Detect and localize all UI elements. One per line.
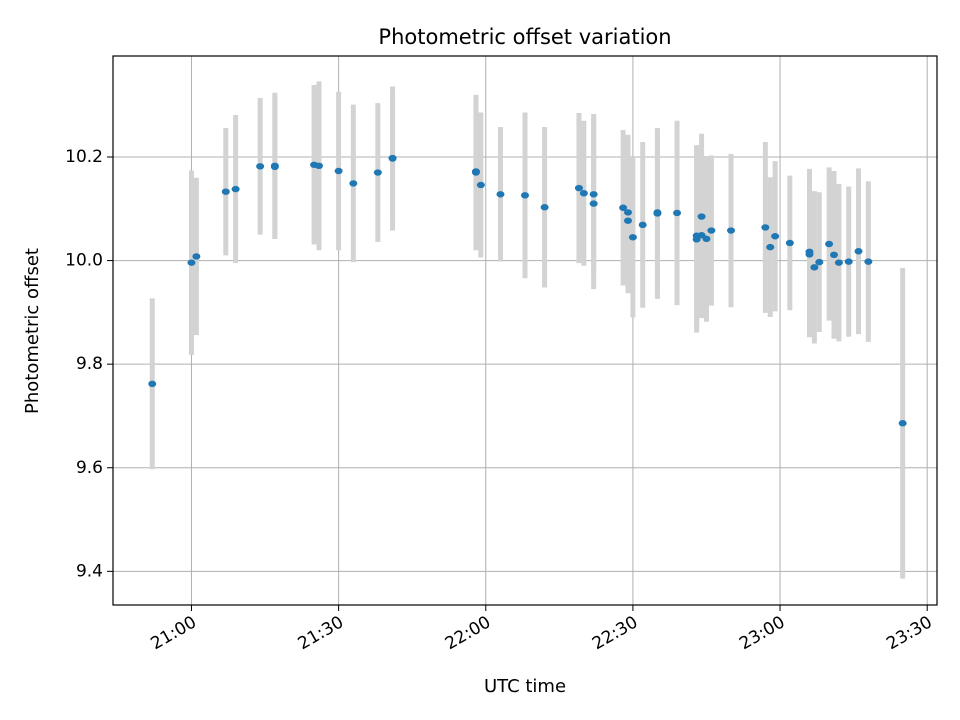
y-tick-label: 9.4 — [76, 561, 103, 581]
data-point — [574, 184, 583, 192]
data-point — [619, 204, 628, 211]
data-point — [589, 191, 598, 198]
data-point — [256, 163, 265, 170]
data-point — [192, 253, 201, 260]
data-point — [148, 380, 157, 388]
data-point — [707, 227, 716, 234]
data-point — [761, 224, 770, 231]
y-tick-label: 9.8 — [76, 354, 103, 374]
data-point — [624, 217, 632, 224]
error-bars — [149, 81, 906, 579]
y-axis-label: Photometric offset — [22, 248, 43, 414]
data-point — [815, 258, 824, 266]
data-point — [673, 209, 682, 217]
data-point — [727, 227, 735, 234]
data-point — [898, 420, 907, 427]
data-point — [834, 259, 843, 266]
data-point — [221, 188, 230, 195]
data-point — [854, 248, 863, 255]
data-points — [148, 154, 907, 427]
x-tick-label: 22:30 — [589, 612, 641, 654]
data-point — [270, 162, 279, 169]
data-point — [864, 258, 873, 265]
data-point — [334, 167, 343, 175]
data-point — [373, 169, 382, 176]
y-tick-label: 10.2 — [65, 147, 103, 167]
data-point — [315, 162, 323, 169]
y-tick-label: 9.6 — [76, 458, 103, 478]
y-tick-label: 10.0 — [65, 251, 103, 271]
x-tick-label: 23:30 — [883, 612, 935, 654]
data-point — [521, 192, 529, 199]
x-axis-ticks: 21:00 21:30 22:00 22:30 23:00 23:30 — [148, 605, 936, 654]
data-point — [697, 213, 706, 220]
plot-frame — [112, 55, 938, 606]
data-point — [231, 185, 240, 193]
data-point — [187, 259, 196, 266]
data-point — [349, 180, 358, 187]
data-point — [496, 191, 505, 198]
data-point — [638, 221, 647, 229]
data-point — [653, 209, 662, 216]
x-axis-label: UTC time — [484, 676, 566, 697]
data-point — [830, 251, 838, 259]
data-point — [628, 234, 637, 241]
data-point — [624, 209, 632, 216]
chart-title: Photometric offset variation — [378, 25, 671, 49]
data-point — [471, 169, 480, 176]
data-point — [589, 200, 598, 207]
x-tick-label: 21:30 — [295, 612, 347, 654]
data-point — [766, 243, 775, 251]
y-axis-ticks: 9.4 9.6 9.8 10.0 10.2 — [65, 147, 113, 581]
data-point — [805, 251, 814, 258]
data-point — [702, 235, 711, 243]
data-point — [844, 258, 853, 265]
data-point — [388, 154, 397, 162]
x-tick-label: 22:00 — [442, 612, 494, 654]
data-point — [579, 190, 588, 197]
data-point — [476, 181, 485, 189]
x-tick-label: 21:00 — [148, 612, 200, 654]
data-point — [785, 239, 794, 247]
x-tick-label: 23:00 — [736, 612, 788, 654]
data-point — [810, 264, 819, 271]
data-point — [540, 204, 549, 211]
data-point — [825, 240, 834, 248]
data-point — [771, 233, 780, 240]
